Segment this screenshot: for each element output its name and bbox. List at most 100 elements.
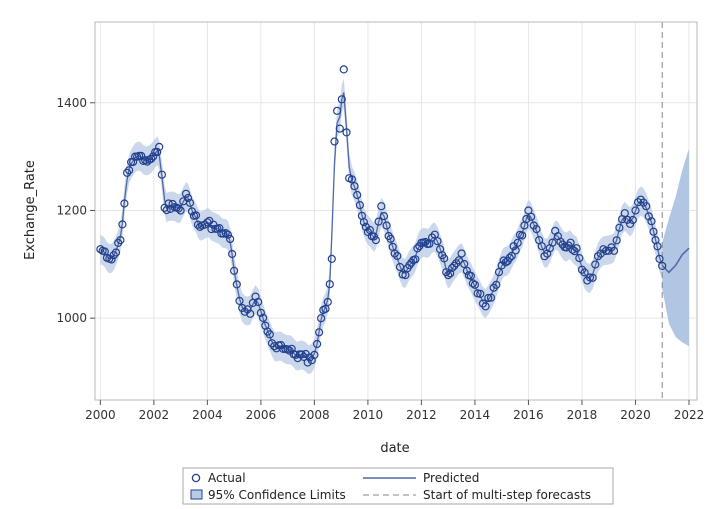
confidence-band bbox=[100, 78, 689, 374]
actual-point bbox=[235, 296, 244, 305]
actual-point bbox=[593, 252, 603, 261]
actual-point bbox=[353, 190, 362, 200]
actual-point bbox=[457, 249, 466, 258]
actual-point bbox=[444, 271, 453, 280]
actual-point bbox=[166, 204, 175, 213]
actual-point bbox=[283, 345, 292, 354]
actual-point bbox=[116, 236, 125, 245]
actual-point bbox=[572, 244, 581, 253]
actual-point bbox=[195, 222, 205, 231]
actual-point bbox=[507, 251, 516, 260]
actual-point bbox=[243, 305, 252, 314]
actual-point bbox=[405, 261, 414, 270]
actual-point bbox=[513, 238, 522, 247]
actual-point bbox=[501, 258, 510, 267]
actual-point bbox=[644, 212, 653, 221]
actual-point bbox=[207, 225, 216, 234]
actual-point bbox=[347, 175, 356, 184]
actual-point bbox=[537, 242, 546, 251]
actual-point bbox=[371, 236, 380, 245]
actual-point bbox=[230, 266, 239, 275]
actual-point bbox=[191, 211, 201, 220]
actual-point bbox=[157, 170, 166, 179]
actual-point bbox=[413, 244, 422, 253]
confidence-band-forecast bbox=[662, 148, 689, 347]
actual-point bbox=[433, 237, 442, 246]
actual-point bbox=[446, 269, 455, 278]
actual-point bbox=[223, 230, 232, 239]
confidence-band-history bbox=[100, 78, 663, 374]
actual-point bbox=[421, 237, 430, 247]
actual-point bbox=[141, 156, 150, 165]
actual-point bbox=[155, 142, 164, 151]
actual-point bbox=[120, 199, 129, 208]
actual-point bbox=[481, 302, 490, 311]
actual-point bbox=[333, 106, 342, 115]
x-tick-label: 2018 bbox=[567, 408, 598, 422]
actual-point bbox=[655, 254, 664, 263]
actual-point bbox=[125, 166, 134, 175]
actual-point bbox=[181, 189, 191, 198]
actual-point bbox=[129, 157, 138, 167]
actual-point bbox=[532, 225, 541, 234]
actual-point bbox=[174, 204, 183, 213]
actual-point bbox=[342, 128, 351, 137]
actual-point bbox=[313, 339, 322, 349]
actual-point bbox=[240, 307, 249, 316]
actual-point bbox=[335, 124, 344, 133]
actual-point bbox=[484, 293, 493, 303]
actual-point bbox=[548, 238, 557, 247]
actual-point bbox=[339, 65, 348, 74]
actual-point bbox=[379, 212, 389, 221]
x-tick-label: 2002 bbox=[139, 408, 170, 422]
actual-point bbox=[470, 280, 479, 289]
actual-point bbox=[215, 224, 224, 233]
actual-point bbox=[226, 234, 235, 244]
legend-confidence-swatch bbox=[190, 489, 203, 500]
x-tick-label: 2004 bbox=[192, 408, 223, 422]
actual-point bbox=[228, 249, 237, 259]
actual-point bbox=[609, 246, 619, 255]
actual-point bbox=[653, 242, 662, 251]
actual-point bbox=[176, 206, 185, 215]
actual-point bbox=[450, 261, 459, 270]
actual-point bbox=[658, 261, 667, 270]
actual-point bbox=[411, 255, 420, 264]
actual-point bbox=[265, 330, 274, 339]
actual-point bbox=[468, 279, 477, 288]
actual-point bbox=[522, 214, 531, 224]
actual-point bbox=[297, 350, 306, 359]
actual-point bbox=[246, 309, 255, 318]
y-tick-label: 1400 bbox=[56, 96, 87, 110]
actual-point bbox=[486, 293, 496, 302]
actual-point bbox=[327, 254, 336, 263]
actual-point bbox=[350, 182, 359, 191]
actual-point bbox=[118, 220, 127, 229]
actual-point bbox=[183, 193, 193, 203]
actual-point bbox=[111, 248, 121, 257]
y-tick-label: 1200 bbox=[56, 203, 87, 217]
actual-point bbox=[518, 231, 527, 240]
actual-point bbox=[259, 313, 268, 322]
actual-point bbox=[462, 266, 471, 275]
actual-point bbox=[323, 297, 332, 307]
actual-point bbox=[232, 280, 241, 289]
predicted-line-forecast bbox=[661, 247, 690, 274]
actual-point bbox=[633, 198, 643, 207]
y-axis: 1000 1200 1400 bbox=[56, 96, 95, 325]
actual-point bbox=[164, 199, 173, 208]
actual-point bbox=[460, 259, 469, 269]
actual-point bbox=[505, 253, 514, 262]
actual-point bbox=[580, 268, 589, 277]
y-tick-label: 1000 bbox=[56, 311, 87, 325]
x-tick-label: 2000 bbox=[85, 408, 116, 422]
x-tick-label: 2022 bbox=[674, 408, 705, 422]
actual-point bbox=[526, 212, 536, 221]
actual-point bbox=[575, 254, 584, 263]
actual-point bbox=[386, 234, 395, 243]
predicted-line bbox=[100, 92, 690, 361]
actual-point bbox=[153, 147, 162, 157]
x-axis-title: date bbox=[380, 441, 409, 456]
actual-point bbox=[382, 221, 391, 230]
